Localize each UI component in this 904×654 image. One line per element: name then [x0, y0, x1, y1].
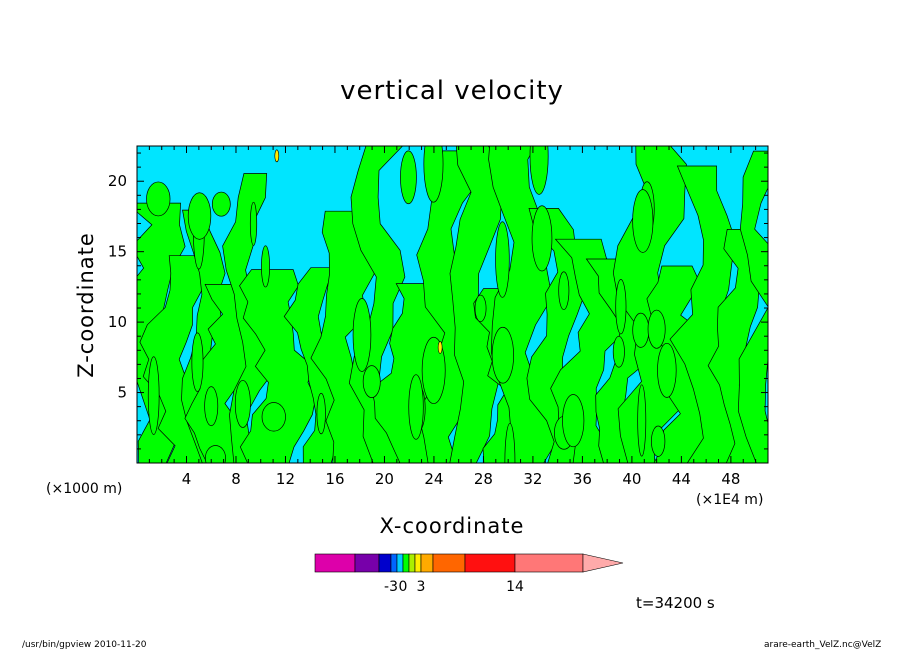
x-axis-label: X-coordinate [379, 514, 525, 538]
colorbar-segment [354, 553, 380, 573]
footer-left-text: /usr/bin/gpview 2010-11-20 [22, 640, 147, 650]
x-axis: 4 8 12 16 20 24 28 32 36 40 44 48 [148, 146, 757, 488]
colorbar-segment [408, 553, 416, 573]
updraft-cell [423, 146, 444, 203]
updraft-cell [647, 309, 666, 349]
x-tick-label: 8 [231, 470, 241, 488]
updraft-cell [529, 146, 549, 195]
x-tick-label: 36 [573, 470, 592, 488]
colorbar-tick-label: 0 [399, 579, 408, 595]
colorbar-segment [514, 553, 584, 573]
y-tick-label: 5 [117, 384, 127, 402]
updraft-cell [352, 298, 372, 372]
updraft-cell [632, 312, 650, 348]
y-axis: 5 10 15 20 [108, 152, 768, 450]
strong-updraft-cell [437, 341, 443, 354]
updraft-cell [657, 342, 677, 398]
time-label: t=34200 s [636, 594, 715, 612]
x-tick-label: 16 [325, 470, 344, 488]
updraft-region [737, 150, 768, 463]
y-tick-label: 10 [108, 313, 127, 331]
colorbar-segment [464, 553, 516, 573]
updraft-cell [495, 221, 510, 298]
chart-title: vertical velocity [340, 76, 564, 106]
y-axis-label: Z-coordinate [74, 232, 98, 378]
x-tick-label: 44 [672, 470, 691, 488]
updraft-cell [234, 380, 251, 428]
colorbar-tick-label: -3 [384, 579, 398, 595]
colorbar-segment [396, 553, 404, 573]
updraft-cell [531, 205, 553, 272]
updraft-cell [187, 192, 212, 240]
colorbar-segment [414, 553, 422, 573]
updraft-cell [205, 445, 226, 463]
updraft-cell [615, 279, 627, 335]
x-unit-label: (×1E4 m) [696, 492, 764, 508]
updraft-cell [146, 181, 171, 217]
y-tick-label: 20 [108, 172, 127, 190]
plot-frame [136, 145, 769, 464]
x-tick-label: 32 [523, 470, 542, 488]
updraft-cell [261, 402, 286, 432]
updraft-region [239, 269, 316, 463]
colorbar-segment [432, 553, 466, 573]
colorbar-tick-label: 14 [506, 579, 524, 595]
updraft-cell [362, 365, 381, 398]
updraft-cell [261, 245, 270, 288]
updraft-cell [491, 326, 514, 384]
updraft-cell [504, 423, 516, 463]
updraft-cell [249, 201, 258, 246]
colorbar-segment [390, 553, 398, 573]
plot-area [137, 146, 768, 463]
colorbar-segment [378, 553, 392, 573]
updraft-cell [147, 356, 160, 435]
colorbar: -3 0 3 14 [314, 553, 624, 595]
updraft-cell [562, 394, 585, 448]
x-tick-label: 48 [721, 470, 740, 488]
colorbar-segment [402, 553, 410, 573]
colorbar-tick-label: 3 [417, 579, 426, 595]
colorbar-segment [420, 553, 434, 573]
updraft-cell [474, 294, 487, 323]
y-tick-label: 15 [108, 243, 127, 261]
footer-right-text: arare-earth_VelZ.nc@VelZ [764, 640, 882, 650]
updraft-cell [408, 374, 424, 440]
updraft-cell [204, 386, 219, 427]
colorbar-segment [314, 553, 356, 573]
updraft-cell [632, 189, 654, 253]
updraft-cell [191, 332, 204, 392]
updraft-cell [421, 336, 446, 404]
updraft-cell [637, 384, 647, 457]
updraft-cell [400, 150, 417, 205]
x-tick-label: 20 [375, 470, 394, 488]
updraft-cell [558, 271, 570, 310]
z-unit-label: (×1000 m) [46, 481, 123, 497]
x-tick-label: 28 [474, 470, 493, 488]
x-tick-label: 4 [182, 470, 192, 488]
strong-updraft-cell [274, 149, 280, 163]
x-tick-label: 40 [622, 470, 641, 488]
colorbar-arrow [582, 553, 624, 573]
updraft-cell [316, 392, 326, 435]
updraft-cell [612, 335, 625, 368]
x-tick-label: 24 [424, 470, 443, 488]
x-tick-label: 12 [276, 470, 295, 488]
updraft-cell [651, 425, 666, 457]
updraft-cell [211, 191, 231, 217]
